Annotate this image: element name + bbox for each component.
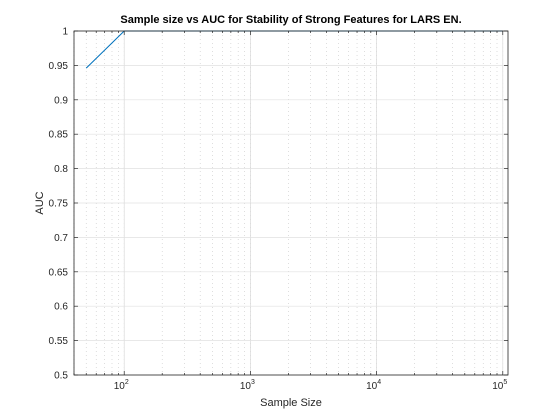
y-tick-label: 0.75 bbox=[49, 199, 69, 210]
y-tick-label: 1 bbox=[62, 27, 68, 38]
y-tick-label: 0.5 bbox=[54, 371, 68, 382]
y-tick-label: 0.8 bbox=[54, 164, 68, 175]
y-tick-label: 0.6 bbox=[54, 302, 68, 313]
x-axis-label: Sample Size bbox=[260, 397, 322, 409]
y-tick-label: 0.7 bbox=[54, 233, 68, 244]
chart-title: Sample size vs AUC for Stability of Stro… bbox=[120, 14, 461, 26]
y-tick-label: 0.95 bbox=[49, 61, 69, 72]
y-tick-label: 0.85 bbox=[49, 130, 69, 141]
y-tick-label: 0.55 bbox=[49, 336, 69, 347]
y-tick-label: 0.65 bbox=[49, 267, 69, 278]
y-axis-label: AUC bbox=[34, 191, 46, 214]
y-tick-label: 0.9 bbox=[54, 95, 68, 106]
